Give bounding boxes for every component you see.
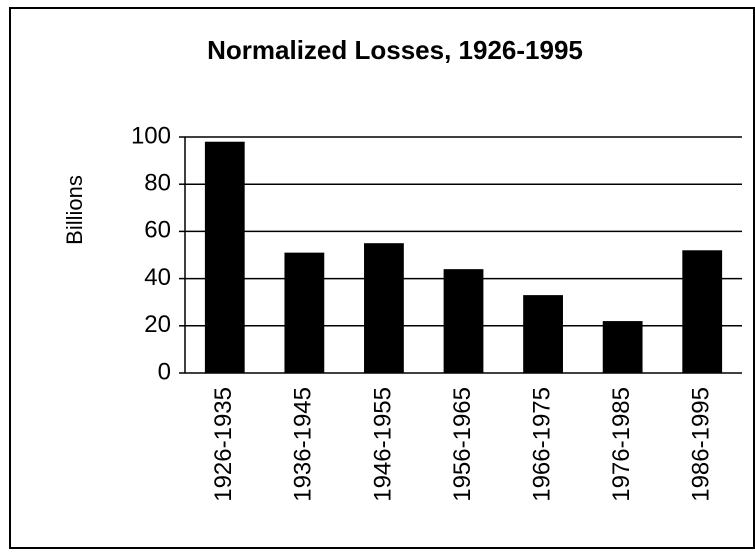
- bar: [682, 250, 723, 373]
- y-tick-label: 80: [144, 170, 171, 197]
- y-axis-label: Billions: [62, 175, 87, 245]
- bar: [523, 295, 563, 373]
- bar: [364, 243, 404, 373]
- x-tick-label: 1956-1965: [449, 387, 476, 502]
- x-tick-label: 1976-1985: [608, 387, 635, 502]
- x-tick-label: 1936-1945: [290, 387, 317, 502]
- bar: [602, 321, 643, 373]
- bar: [204, 141, 245, 373]
- x-tick-label: 1986-1995: [688, 387, 715, 502]
- bar: [443, 269, 484, 373]
- x-tick-label: 1946-1955: [369, 387, 396, 502]
- y-tick-label: 40: [144, 264, 171, 291]
- y-tick-label: 0: [158, 358, 171, 385]
- y-tick-label: 60: [144, 217, 171, 244]
- x-tick-label: 1966-1975: [528, 387, 555, 502]
- bar: [284, 252, 325, 373]
- chart-title: Normalized Losses, 1926-1995: [207, 35, 583, 65]
- y-tick-label: 100: [131, 122, 171, 149]
- y-tick-label: 20: [144, 311, 171, 338]
- x-tick-label: 1926-1935: [210, 387, 237, 502]
